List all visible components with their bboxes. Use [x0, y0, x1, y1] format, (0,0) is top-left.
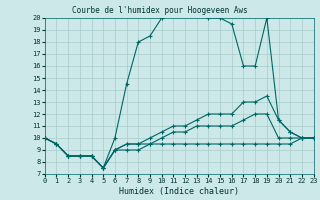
- Text: Courbe de l'humidex pour Hoogeveen Aws: Courbe de l'humidex pour Hoogeveen Aws: [72, 6, 248, 15]
- X-axis label: Humidex (Indice chaleur): Humidex (Indice chaleur): [119, 187, 239, 196]
